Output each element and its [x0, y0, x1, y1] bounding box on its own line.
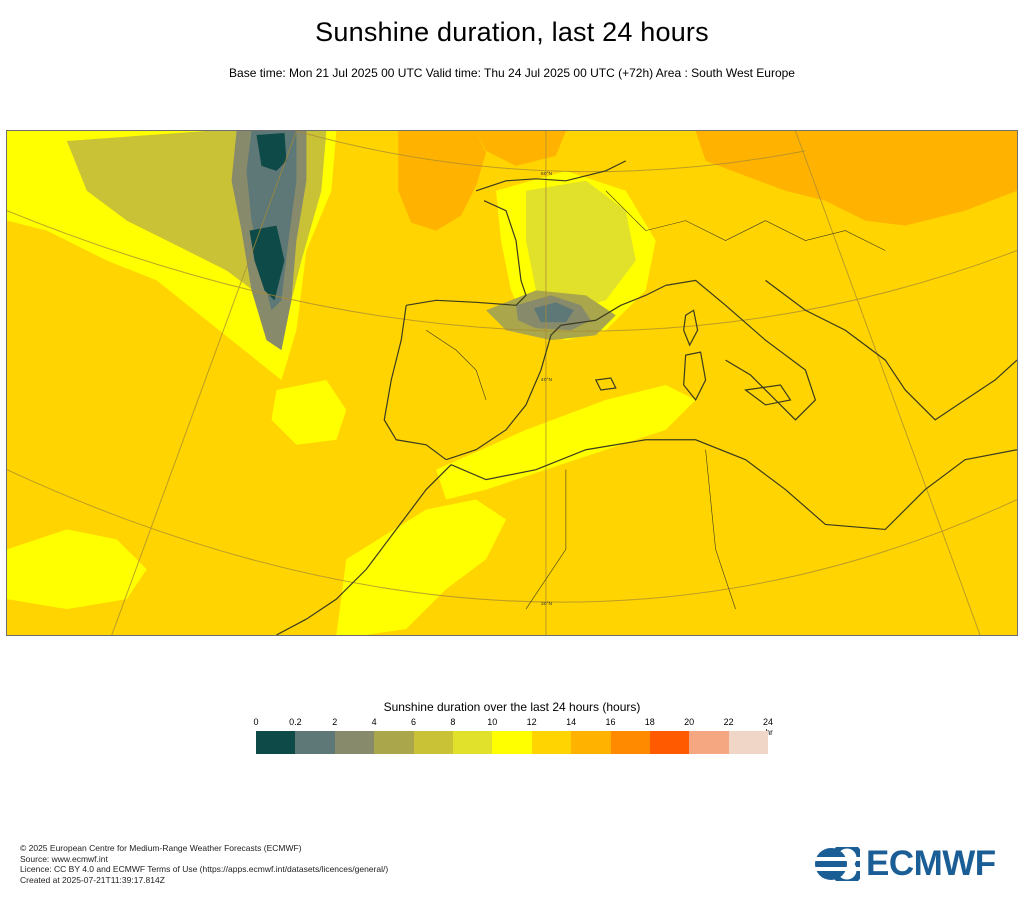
border-iberia-inland: [426, 329, 487, 401]
page-subtitle: Base time: Mon 21 Jul 2025 00 UTC Valid …: [229, 66, 795, 80]
border-europe-inland: [605, 190, 886, 251]
legend-swatch-7: [531, 731, 572, 754]
legend-swatch-0: [256, 731, 296, 754]
footer-copyright: © 2025 European Centre for Medium-Range …: [20, 843, 302, 853]
legend-tick-5: 8: [450, 717, 456, 727]
map-field-yellow-ocean-patch: [271, 380, 347, 445]
coast-channel: [475, 160, 627, 192]
legend-swatch-3: [374, 731, 414, 754]
sunshine-map: 50°N 40°N 30°N: [7, 131, 1017, 635]
footer-licence: Licence: CC BY 4.0 and ECMWF Terms of Us…: [20, 864, 389, 874]
coast-iberia-west: [383, 305, 447, 461]
page-title: Sunshine duration, last 24 hours: [315, 17, 709, 47]
map-field-orange-central-europe: [695, 131, 1017, 226]
map-field-slate-pyrenees: [533, 302, 574, 323]
coast-spain-north: [406, 299, 517, 306]
map-field-slate-front: [246, 131, 297, 311]
legend-tick-9: 16: [605, 717, 616, 727]
coast-balearics: [594, 377, 617, 391]
legend-tick-0: 0: [253, 717, 259, 727]
coast-north-africa: [450, 439, 1017, 531]
legend-swatch-5: [452, 731, 493, 754]
legend-colorbar: [256, 731, 769, 754]
legend-swatch-12: [728, 731, 769, 754]
coast-france-atlantic: [483, 200, 527, 306]
legend-tick-10: 18: [644, 717, 655, 727]
ecmwf-logo-icon: [814, 847, 860, 881]
legend-swatch-8: [571, 731, 611, 754]
graticule-label-50n: 50°N: [541, 171, 553, 177]
legend-tick-13: 24: [762, 717, 774, 727]
map-field-orange-france: [398, 131, 487, 231]
map-field-dark-front-mid: [249, 225, 285, 301]
legend-swatch-6: [492, 731, 532, 754]
legend-swatch-11: [689, 731, 729, 754]
legend-title: Sunshine duration over the last 24 hours…: [383, 700, 641, 714]
legend-tick-12: 22: [723, 717, 734, 727]
legend-tick-8: 14: [566, 717, 577, 727]
legend-tick-3: 4: [371, 717, 377, 727]
coast-iberia-south: [445, 324, 562, 461]
footer: © 2025 European Centre for Medium-Range …: [20, 843, 388, 885]
coast-corsica: [683, 309, 699, 347]
footer-created: Created at 2025-07-21T11:39:17.814Z: [20, 874, 165, 885]
legend-swatch-10: [649, 731, 690, 754]
map-field-olive-france: [525, 180, 636, 311]
map-coastlines: [276, 160, 1017, 635]
coast-morocco-west: [276, 464, 452, 635]
legend-tick-11: 20: [684, 717, 695, 727]
coast-sardinia: [683, 351, 707, 402]
map-field-yellow-westcoast: [7, 529, 147, 610]
map-field-yellow-meditband: [436, 384, 696, 500]
map-field-orange-channel: [476, 131, 566, 166]
graticule-label-30n: 30°N: [541, 601, 553, 607]
map-field-yellow-sahara: [336, 499, 507, 635]
ecmwf-logo-text: ECMWF: [866, 844, 996, 883]
legend-tick-7: 12: [526, 717, 537, 727]
legend-ticks: 0 0.2 2 4 6 8 10 12 14 16 18 20 22 24: [0, 717, 1024, 731]
legend-tick-2: 2: [332, 717, 338, 727]
legend-tick-4: 6: [410, 717, 417, 727]
map-graticule: [7, 131, 1017, 635]
legend-swatch-9: [610, 731, 650, 754]
coast-sicily: [744, 384, 792, 406]
legend-tick-1: 0.2: [289, 717, 302, 727]
footer-source: Source: www.ecmwf.int: [20, 853, 108, 864]
ecmwf-logo: ECMWF: [814, 846, 996, 882]
legend-swatch-4: [413, 731, 453, 754]
map-panel[interactable]: 50°N 40°N 30°N: [6, 130, 1018, 636]
legend-tick-6: 10: [487, 717, 498, 727]
coast-france-med: [560, 284, 666, 326]
map-field-dark-front-north: [256, 132, 287, 171]
legend-swatch-2: [334, 731, 375, 754]
border-africa-inland: [525, 449, 736, 610]
graticule-label-40n: 40°N: [541, 377, 553, 383]
coast-balkans: [765, 279, 1017, 421]
legend-swatch-1: [295, 731, 335, 754]
